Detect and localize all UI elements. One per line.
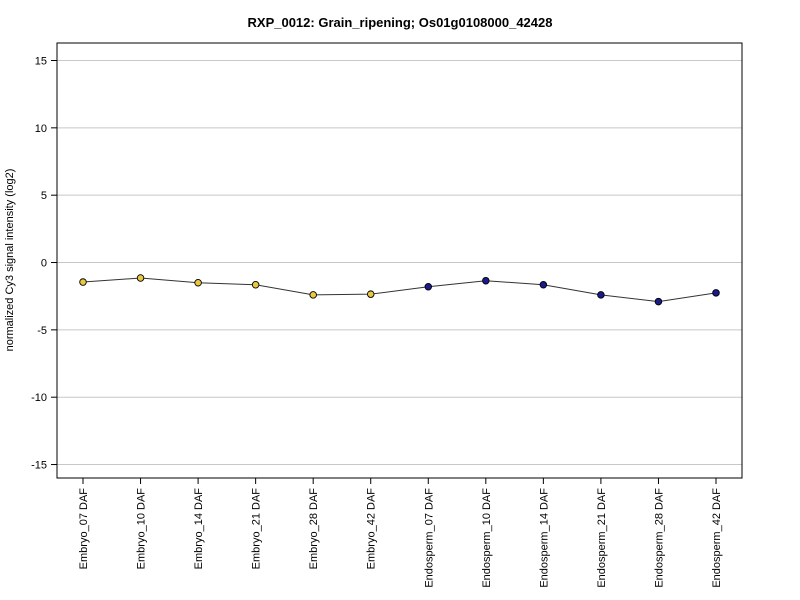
x-tick-label: Embryo_28 DAF (308, 488, 320, 570)
y-axis-label: normalized Cy3 signal intensity (log2) (4, 169, 16, 352)
y-tick-label: 15 (35, 56, 47, 68)
data-point (424, 283, 433, 291)
plot-frame (56, 42, 743, 479)
x-tick-label: Embryo_07 DAF (78, 488, 90, 570)
y-tick-label: 0 (41, 258, 47, 270)
x-tick-label: Endosperm_28 DAF (653, 488, 665, 588)
y-tick-label: -10 (31, 392, 47, 404)
data-point (539, 280, 548, 289)
data-point (79, 278, 87, 286)
data-point (136, 274, 145, 282)
x-tick-label: Endosperm_10 DAF (481, 488, 493, 588)
data-point (597, 291, 605, 299)
y-tick-label: -15 (31, 460, 47, 472)
data-point (194, 278, 202, 287)
x-tick-label: Embryo_42 DAF (366, 488, 378, 570)
chart-title: RXP_0012: Grain_ripening; Os01g0108000_4… (248, 15, 553, 30)
x-tick-label: Embryo_14 DAF (193, 488, 205, 570)
x-tick-label: Endosperm_07 DAF (423, 488, 435, 588)
data-point (366, 290, 375, 298)
y-tick-label: 10 (35, 123, 47, 135)
x-tick-label: Embryo_10 DAF (136, 488, 148, 570)
data-point (654, 297, 663, 306)
y-tick-label: -5 (37, 325, 47, 337)
y-axis: -15 -10 -5 0 5 10 15 (31, 56, 57, 472)
y-tick-label: 5 (41, 190, 47, 202)
data-point (251, 280, 260, 289)
data-point (712, 289, 720, 297)
data-point (309, 291, 317, 299)
data-point (482, 276, 490, 285)
x-axis: Embryo_07 DAF Embryo_10 DAF Embryo_14 DAF E… (78, 478, 723, 588)
x-tick-label: Endosperm_21 DAF (596, 488, 608, 588)
x-tick-label: Endosperm_14 DAF (538, 488, 550, 588)
x-tick-label: Endosperm_42 DAF (711, 488, 723, 588)
x-tick-label: Embryo_21 DAF (251, 488, 263, 570)
series-layer (79, 274, 720, 306)
series-line (82, 277, 717, 303)
grid-lines (57, 60, 742, 466)
